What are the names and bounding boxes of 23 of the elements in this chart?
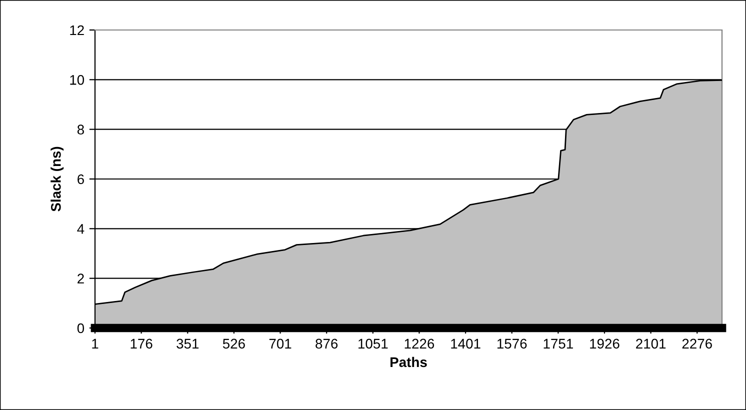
x-tick-label: 2276 [682, 338, 712, 349]
y-tick-label: 12 [70, 25, 84, 36]
y-tick-label: 10 [70, 75, 84, 85]
x-tick-label: 1226 [404, 338, 434, 349]
y-tick-label: 8 [77, 124, 84, 135]
x-tick-label: 526 [222, 338, 245, 349]
x-tick-label: 351 [176, 338, 199, 349]
x-tick-label: 1751 [544, 338, 573, 349]
x-tick-label: 1051 [358, 338, 388, 349]
y-tick-label: 4 [77, 224, 84, 234]
x-tick-label: 1 [92, 338, 98, 348]
x-tick-label: 1401 [451, 338, 480, 349]
x-axis-title: Paths [390, 356, 427, 368]
x-tick-label: 2101 [636, 338, 666, 349]
y-tick-label: 2 [78, 274, 84, 284]
x-tick-label: 1576 [497, 338, 527, 349]
y-tick-label: 0 [77, 323, 84, 334]
x-tick-label: 876 [316, 338, 338, 349]
x-tick-label: 701 [269, 338, 292, 349]
y-axis-title: Slack (ns) [50, 146, 64, 212]
x-tick-label: 176 [130, 338, 152, 349]
x-tick-label: 1926 [590, 338, 620, 349]
y-tick-label: 6 [78, 174, 84, 184]
